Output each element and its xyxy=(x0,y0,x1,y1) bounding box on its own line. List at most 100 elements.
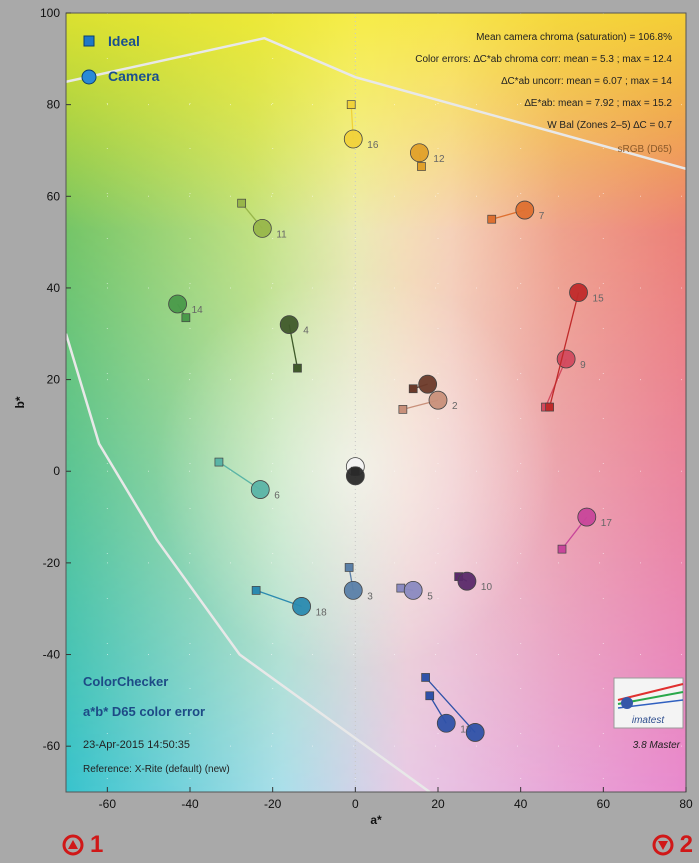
data-points: 2 3 4 5 6 7 9 10 11 12 13 14 15 16 17 18 xyxy=(168,100,613,742)
x-tick-label: -40 xyxy=(181,797,199,811)
ideal-marker xyxy=(344,563,354,572)
patch-label: 14 xyxy=(192,305,204,316)
x-tick-label: 20 xyxy=(431,797,445,811)
patch-15: 15 xyxy=(545,283,605,412)
ideal-marker xyxy=(408,384,418,394)
y-tick-label: 20 xyxy=(47,373,61,387)
camera-marker xyxy=(292,597,312,616)
error-line xyxy=(425,677,476,733)
triangle-down-icon xyxy=(652,834,674,856)
patch-label: 18 xyxy=(316,607,328,618)
plot-frame xyxy=(65,12,687,793)
ideal-marker xyxy=(237,198,247,208)
patch-label: 5 xyxy=(427,591,433,602)
y-tick-label: -60 xyxy=(43,739,61,753)
ideal-marker xyxy=(214,457,224,467)
camera-marker xyxy=(250,480,270,499)
patch-n1 xyxy=(408,374,438,394)
patch-5: 5 xyxy=(396,580,433,602)
imatest-logo: imatest xyxy=(613,677,684,729)
y-tick-label: 0 xyxy=(53,464,60,478)
camera-marker xyxy=(436,713,456,733)
prev-page-button[interactable]: 1 xyxy=(62,831,104,858)
camera-marker xyxy=(418,374,438,394)
ideal-marker xyxy=(396,583,406,593)
legend: Ideal Camera xyxy=(81,33,160,85)
patch-label: 7 xyxy=(539,211,545,222)
patch-label: 13 xyxy=(460,724,472,735)
stats-line-4: ∆E*ab: mean = 7.92 ; max = 15.2 xyxy=(525,98,673,109)
camera-marker xyxy=(343,580,363,600)
patch-13: 13 xyxy=(425,691,472,735)
x-axis-label: a* xyxy=(370,813,382,827)
prev-page-label: 1 xyxy=(90,831,104,858)
patch-label: 4 xyxy=(303,326,309,337)
stats-line-6: sRGB (D65) xyxy=(618,144,672,155)
ideal-marker xyxy=(557,544,567,554)
triangle-up-icon xyxy=(62,834,84,856)
y-tick-label: 60 xyxy=(47,189,61,203)
x-tick-label: 40 xyxy=(514,797,528,811)
patch-14: 14 xyxy=(168,294,204,323)
ideal-marker xyxy=(346,100,356,109)
patch-label: 9 xyxy=(580,360,586,371)
patch-10: 10 xyxy=(454,571,493,593)
patch-label: 16 xyxy=(367,140,379,151)
ideal-marker xyxy=(421,673,430,682)
camera-marker xyxy=(428,390,448,410)
footer-timestamp: 23-Apr-2015 14:50:35 xyxy=(83,739,190,751)
legend-ideal-marker xyxy=(83,35,95,47)
ideal-marker xyxy=(251,586,261,595)
x-tick-label: 0 xyxy=(352,797,359,811)
patch-17: 17 xyxy=(557,507,613,554)
patch-11: 11 xyxy=(237,198,287,240)
footer-subtitle: a*b* D65 color error xyxy=(83,704,205,719)
stats-line-5: W Bal (Zones 2–5) ∆C = 0.7 xyxy=(547,120,672,131)
y-tick-label: 80 xyxy=(47,98,61,112)
patch-18: 18 xyxy=(251,586,328,618)
x-tick-label: -60 xyxy=(99,797,117,811)
footer-version: 3.8 Master xyxy=(633,740,681,751)
legend-camera-label: Camera xyxy=(108,68,160,84)
patch-16: 16 xyxy=(343,100,379,151)
ideal-marker xyxy=(425,691,435,701)
camera-marker xyxy=(457,571,477,591)
plot-background xyxy=(66,13,686,792)
axes: -60 -40 -20 0 20 40 60 80 -60 -40 -20 0 20 40 60 80 100 a… xyxy=(13,6,693,827)
next-page-label: 2 xyxy=(679,831,693,858)
ideal-marker xyxy=(487,214,497,224)
camera-marker xyxy=(403,580,423,600)
camera-marker xyxy=(515,200,535,220)
patch-3: 3 xyxy=(343,563,373,602)
next-page-button[interactable]: 2 xyxy=(652,831,693,858)
camera-marker xyxy=(465,723,485,742)
y-tick-label: -20 xyxy=(43,556,61,570)
x-tick-label: 80 xyxy=(679,797,693,811)
camera-marker xyxy=(569,283,588,302)
patch-4: 4 xyxy=(279,315,309,373)
ideal-marker xyxy=(545,402,554,412)
stats-line-1: Mean camera chroma (saturation) = 106.8% xyxy=(476,32,672,43)
patch-label: 15 xyxy=(593,294,605,305)
color-error-chart: 2 3 4 5 6 7 9 10 11 12 13 14 15 16 17 18 -60 -40 -20 0 20 40… xyxy=(13,6,693,827)
x-tick-label: 60 xyxy=(597,797,611,811)
patch-label: 17 xyxy=(601,518,613,529)
patch-2: 2 xyxy=(398,390,458,414)
patch-label: 10 xyxy=(481,582,493,593)
patch-label: 6 xyxy=(274,491,280,502)
stats-line-3: ∆C*ab uncorr: mean = 6.07 ; max = 14 xyxy=(501,76,672,87)
camera-marker xyxy=(556,349,576,369)
footer-info: ColorChecker a*b* D65 color error 23-Apr… xyxy=(83,674,681,775)
gamut-boundary-line-2 xyxy=(66,333,431,792)
y-tick-label: 40 xyxy=(47,281,61,295)
patch-6: 6 xyxy=(214,457,280,502)
logo-text: imatest xyxy=(632,715,665,726)
y-tick-label: -40 xyxy=(43,648,61,662)
legend-camera-marker xyxy=(81,69,97,85)
patch-label: 2 xyxy=(452,401,458,412)
bg-yellow-band xyxy=(66,13,686,232)
legend-ideal-label: Ideal xyxy=(108,33,140,49)
footer-product: ColorChecker xyxy=(83,674,168,689)
y-tick-label: 100 xyxy=(40,6,60,20)
patch-n12 xyxy=(421,673,485,742)
